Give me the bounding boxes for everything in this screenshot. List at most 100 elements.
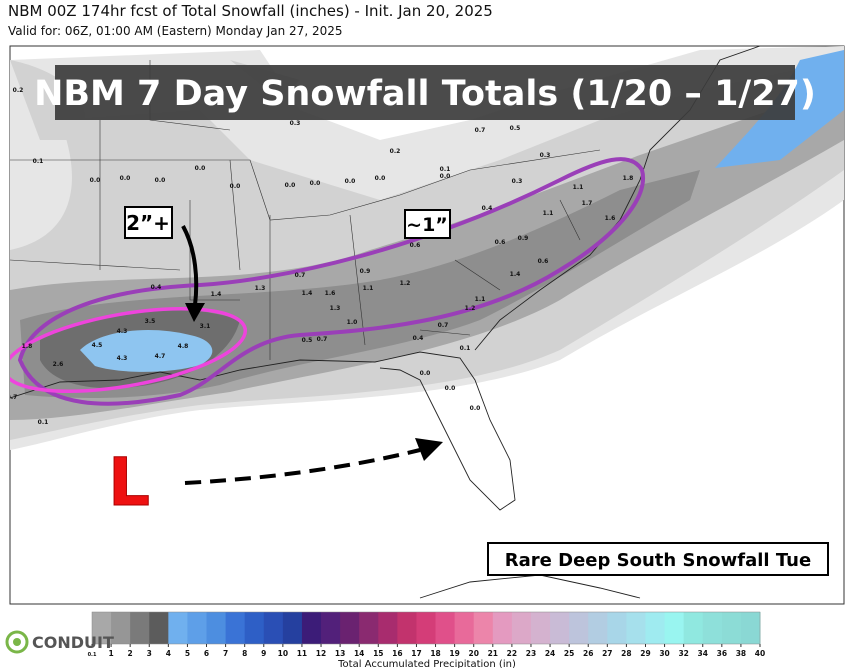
station-value: 0.9: [518, 235, 529, 242]
color-swatch: [664, 612, 685, 644]
color-swatch: [435, 612, 456, 644]
color-swatch: [511, 612, 532, 644]
station-value: 0.2: [13, 87, 24, 94]
colorbar-tick-label: 9: [261, 649, 266, 658]
colorbar-tick-label: 23: [526, 649, 536, 658]
station-value: 0.6: [538, 258, 549, 265]
station-value: 0.3: [290, 120, 301, 127]
station-value: 1.1: [573, 184, 584, 191]
station-value: 1.4: [302, 290, 313, 297]
dashed-arrow: [184, 448, 421, 485]
station-value: 0.6: [495, 239, 506, 246]
callout-box: [124, 206, 173, 239]
color-swatch: [378, 612, 398, 644]
colorbar-tick-label: 25: [564, 649, 574, 658]
station-value: 0.5: [510, 125, 521, 132]
station-value: 0.4: [482, 205, 493, 212]
colorbar-tick-label: 21: [488, 649, 498, 658]
colorbar-tick-label: 15: [373, 649, 383, 658]
color-swatch: [111, 612, 131, 644]
station-value: 0.7: [7, 394, 18, 401]
colorbar-tick-label: 34: [698, 649, 708, 658]
station-value: 1.7: [582, 200, 593, 207]
station-value: 0.0: [120, 175, 131, 182]
color-swatch: [397, 612, 417, 644]
colorbar-tick-label: 13: [335, 649, 345, 658]
colorbar-tick-label: 26: [583, 649, 593, 658]
colorbar-tick-label: 17: [411, 649, 421, 658]
station-value: 0.4: [413, 335, 424, 342]
color-swatch: [282, 612, 303, 644]
station-value: 0.0: [285, 182, 296, 189]
colorbar-tick-label: 38: [736, 649, 746, 658]
colorbar-tick-label: 14: [354, 649, 364, 658]
station-value: 1.4: [211, 291, 222, 298]
station-value: 1.3: [330, 305, 341, 312]
map: 0.20.10.0 0.0 0.00.00.0 0.0 0.0 0.0 0.0 0.00.30…: [7, 45, 845, 605]
one-inch-outline: [17, 157, 646, 406]
logo-icon: [5, 630, 29, 654]
colorbar-tick-label: 6: [204, 649, 209, 658]
colorbar-tick-label: 32: [678, 649, 688, 658]
color-swatch: [626, 612, 646, 644]
station-value: 0.4: [151, 284, 162, 291]
station-value: 0.0: [310, 180, 321, 187]
arrow-head: [185, 303, 205, 322]
color-swatch: [530, 612, 551, 644]
station-value: 1.0: [347, 319, 358, 326]
station-value: 0.0: [440, 173, 451, 180]
colorbar-tick-label: 1: [108, 649, 113, 658]
station-value: 1.3: [255, 285, 266, 292]
station-value: 4.5: [92, 342, 103, 349]
station-value: 0.0: [230, 183, 241, 190]
colorbar-tick-label: 2: [128, 649, 133, 658]
station-value: 0.7: [295, 272, 306, 279]
colorbar-title: Total Accumulated Precipitation (in): [337, 659, 516, 668]
station-value: 1.1: [543, 210, 554, 217]
callout: ~1”: [406, 214, 448, 236]
station-value: 0.7: [438, 322, 449, 329]
banner: NBM 7 Day Snowfall Totals (1/20 – 1/27): [34, 74, 816, 114]
station-value: 0.5: [302, 337, 313, 344]
station-value: 0.0: [375, 175, 386, 182]
colorbar-tick-label: 3: [147, 649, 152, 658]
station-value: 0.7: [317, 336, 328, 343]
station-value: 0.1: [38, 419, 49, 426]
color-swatch: [225, 612, 246, 644]
color-swatch: [645, 612, 666, 644]
colorbar-tick-label: 0.1: [88, 652, 97, 658]
station-value: 0.0: [90, 177, 101, 184]
snow-shade: [80, 330, 213, 372]
colorbar-tick-label: 22: [507, 649, 517, 658]
color-swatch: [588, 612, 608, 644]
colorbar-tick-label: 16: [392, 649, 402, 658]
header-title: NBM 00Z 174hr fcst of Total Snowfall (in…: [8, 2, 493, 20]
station-value: 0.1: [460, 345, 471, 352]
station-value: 0.0: [195, 165, 206, 172]
station-value: 3.1: [200, 323, 211, 330]
color-swatch: [168, 612, 188, 644]
station-value: 0.9: [360, 268, 371, 275]
arrow: [181, 225, 199, 306]
colorbar-tick-label: 19: [449, 649, 459, 658]
station-value: 1.8: [22, 343, 33, 350]
callout-box: [404, 209, 451, 239]
colorbar-tick-label: 5: [185, 649, 190, 658]
arrow-head: [415, 438, 443, 461]
station-value: 2.6: [53, 361, 64, 368]
station-value: 0.0: [420, 370, 431, 377]
station-value: 0.1: [33, 158, 44, 165]
station-value: 4.7: [155, 353, 166, 360]
color-swatch: [187, 612, 208, 644]
colorbar: 0.1 1 2 3 4 5 6 7 8 9 10 11 12 13 14 15 16 17 18 19 20 21 22 23…: [88, 611, 765, 658]
color-swatch: [550, 612, 570, 644]
colorbar-tick-label: 12: [316, 649, 326, 658]
station-value: 1.8: [623, 175, 634, 182]
colorbar-tick-label: 7: [223, 649, 228, 658]
color-swatch: [149, 612, 169, 644]
station-value: 4.3: [117, 328, 128, 335]
color-swatch: [244, 612, 265, 644]
color-swatch: [721, 612, 742, 644]
station-value: 1.1: [363, 285, 374, 292]
color-swatch: [321, 612, 341, 644]
